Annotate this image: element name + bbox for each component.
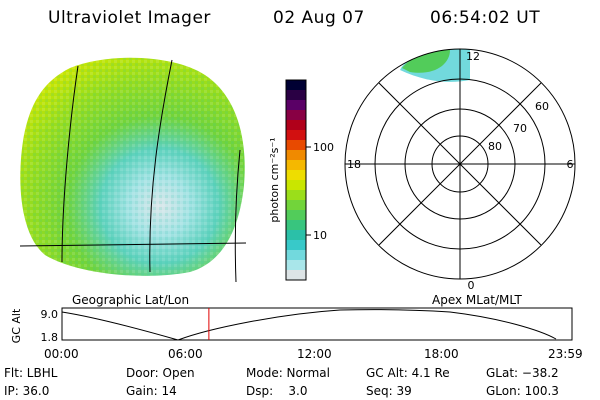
glon-readout: GLon: 100.3 [486, 384, 559, 398]
colorbar-tick-100: 100 [313, 141, 334, 154]
mlat-label-60: 60 [535, 100, 549, 113]
alt-tick-9: 9.0 [41, 308, 59, 321]
mlt-label-0: 0 [468, 279, 475, 292]
time-tick-1800: 18:00 [424, 347, 459, 361]
mlat-label-70: 70 [513, 122, 527, 135]
mode-readout: Mode: Normal [246, 366, 330, 380]
mlat-label-80: 80 [488, 140, 502, 153]
colorbar-swatch [286, 230, 306, 241]
globe-label: Geographic Lat/Lon [72, 293, 190, 307]
time-label: 06:54:02 UT [430, 8, 541, 28]
colorbar-swatch [286, 130, 306, 141]
glat-readout: GLat: −38.2 [486, 366, 559, 380]
mlt-label-18: 18 [347, 158, 361, 171]
graticule-lines [19, 59, 247, 283]
colorbar-swatch [286, 190, 306, 201]
altitude-axis-title: GC Alt [10, 308, 23, 343]
colorbar-tick-10: 10 [313, 229, 327, 242]
filter-readout: Flt: LBHL [4, 366, 58, 380]
colorbar-swatch [286, 120, 306, 131]
door-readout: Door: Open [126, 366, 195, 380]
colorbar-unit-label: photon cm⁻²s⁻¹ [268, 137, 281, 222]
colorbar-swatch [286, 110, 306, 121]
gain-readout: Gain: 14 [126, 384, 177, 398]
ip-readout: IP: 36.0 [4, 384, 50, 398]
time-tick-0000: 00:00 [44, 347, 79, 361]
colorbar-swatch [286, 210, 306, 221]
globe-image [19, 57, 247, 283]
colorbar-swatch [286, 150, 306, 161]
colorbar: photon cm⁻²s⁻¹ [268, 79, 311, 281]
polar-plot: 12 18 6 0 60 70 80 [344, 48, 576, 292]
date-label: 02 Aug 07 [273, 8, 365, 28]
colorbar-swatch [286, 140, 306, 151]
altitude-curve [61, 309, 557, 341]
altitude-plot: GC Alt 9.0 1.8 [10, 307, 573, 344]
time-tick-2359: 23:59 [548, 347, 583, 361]
seq-readout: Seq: 39 [366, 384, 412, 398]
time-tick-1200: 12:00 [297, 347, 332, 361]
colorbar-swatch [286, 180, 306, 191]
instrument-title: Ultraviolet Imager [48, 8, 211, 28]
gc-alt-readout: GC Alt: 4.1 Re [366, 366, 450, 380]
time-tick-0600: 06:00 [168, 347, 203, 361]
mlt-label-12: 12 [466, 50, 480, 63]
dsp-readout: Dsp: 3.0 [246, 384, 308, 398]
colorbar-swatch [286, 80, 306, 91]
colorbar-swatch [286, 170, 306, 181]
alt-tick-1-8: 1.8 [41, 331, 59, 344]
colorbar-swatch [286, 260, 306, 271]
colorbar-swatch [286, 90, 306, 101]
colorbar-swatch [286, 220, 306, 231]
mlt-label-6: 6 [567, 158, 574, 171]
colorbar-swatch [286, 250, 306, 261]
colorbar-swatch [286, 270, 306, 281]
colorbar-swatch [286, 100, 306, 111]
colorbar-swatch [286, 160, 306, 171]
polar-label: Apex MLat/MLT [432, 293, 522, 307]
colorbar-swatch [286, 200, 306, 211]
colorbar-swatches [286, 80, 306, 281]
colorbar-swatch [286, 240, 306, 251]
